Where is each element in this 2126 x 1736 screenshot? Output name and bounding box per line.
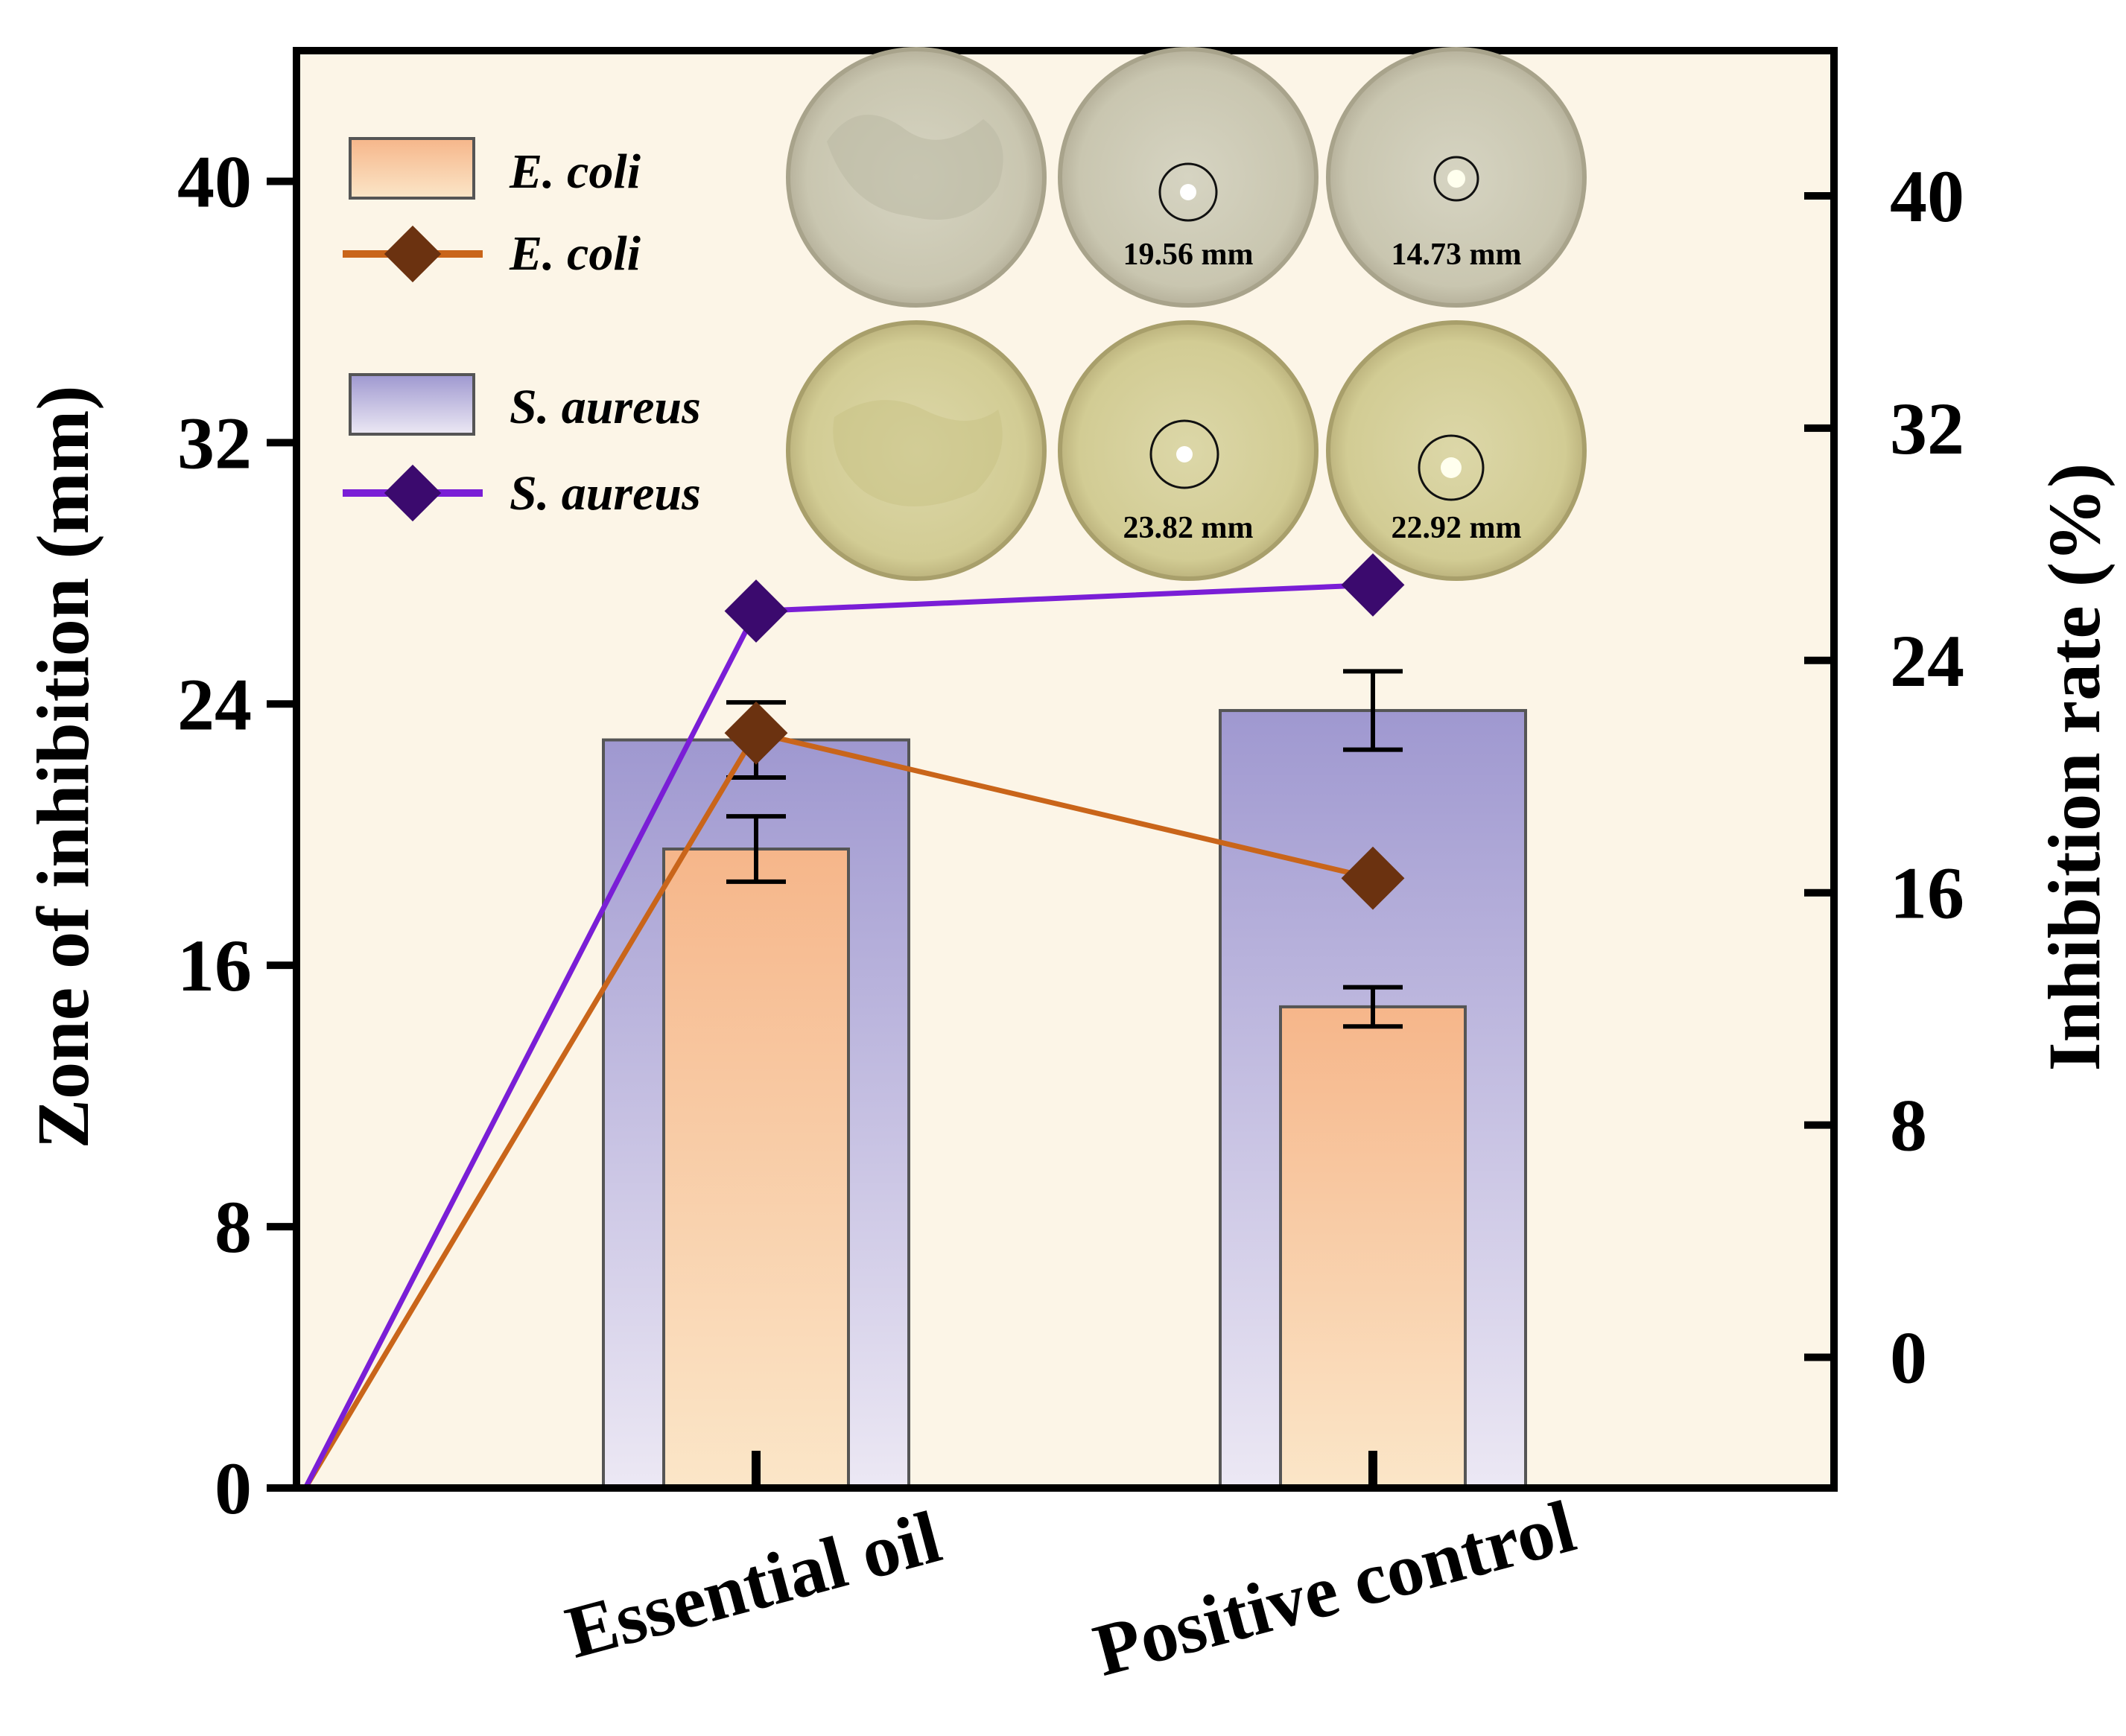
bar-ec_bar-1 bbox=[1279, 1005, 1467, 1490]
plot-frame bbox=[293, 47, 1838, 1492]
left-tick-label-0: 0 bbox=[215, 1447, 252, 1530]
left-axis-ticks: 0 8 16 24 32 40 bbox=[177, 140, 296, 1530]
inset-plates: 19.56 mm 14.73 mm 23.82 mm 22.92 mm bbox=[786, 47, 1587, 581]
legend-label-saureus-bar: S. aureus bbox=[510, 380, 701, 434]
lines-layer bbox=[302, 553, 1405, 1489]
right-tick-label-8: 8 bbox=[1890, 1084, 1927, 1167]
plate-label-saureus-pc: 22.92 mm bbox=[1392, 511, 1522, 545]
legend-swatch-ecoli-bar bbox=[349, 137, 475, 200]
right-axis-title: Inhibition rate (%) bbox=[2033, 463, 2116, 1072]
x-axis-ticks bbox=[752, 1451, 1377, 1488]
legend-marker-ecoli bbox=[384, 225, 442, 283]
right-tick-label-40: 40 bbox=[1890, 155, 1964, 238]
left-tick-label-24: 24 bbox=[177, 663, 252, 745]
plate-label-ecoli-eo: 19.56 mm bbox=[1123, 238, 1254, 272]
left-axis-title: Zone of inhibition (mm) bbox=[22, 385, 104, 1148]
legend: E. coli E. coli S. aureus S. aureus bbox=[343, 137, 701, 522]
plate-saureus-positive-control: 22.92 mm bbox=[1326, 320, 1587, 581]
legend-label-saureus-line: S. aureus bbox=[510, 466, 701, 521]
left-tick-label-32: 32 bbox=[177, 401, 252, 484]
right-tick-label-0: 0 bbox=[1890, 1317, 1927, 1399]
category-label-positive-control: Positive control bbox=[1085, 1484, 1583, 1692]
left-tick-label-40: 40 bbox=[177, 140, 252, 223]
plate-ecoli-essential-oil: 19.56 mm bbox=[1058, 47, 1319, 308]
left-tick-label-16: 16 bbox=[177, 924, 252, 1007]
plate-saureus-essential-oil: 23.82 mm bbox=[1058, 320, 1319, 581]
plate-label-ecoli-pc: 14.73 mm bbox=[1392, 238, 1522, 272]
right-tick-label-24: 24 bbox=[1890, 620, 1964, 702]
right-tick-label-16: 16 bbox=[1890, 852, 1964, 935]
legend-swatch-saureus-bar bbox=[349, 373, 475, 436]
legend-label-ecoli-line: E. coli bbox=[509, 226, 641, 281]
plate-label-saureus-eo: 23.82 mm bbox=[1123, 511, 1254, 545]
left-tick-label-8: 8 bbox=[215, 1186, 252, 1268]
right-axis-ticks: 0 8 16 24 32 40 bbox=[1804, 155, 1964, 1399]
bar-ec_bar-0 bbox=[662, 848, 850, 1489]
bars-layer bbox=[602, 709, 1527, 1490]
plate-ecoli-positive-control: 14.73 mm bbox=[1326, 47, 1587, 308]
legend-marker-saureus bbox=[384, 464, 442, 522]
plot-background bbox=[296, 51, 1834, 1488]
plate-saureus-blank bbox=[786, 320, 1047, 581]
legend-label-ecoli-bar: E. coli bbox=[509, 144, 641, 199]
right-tick-label-32: 32 bbox=[1890, 387, 1964, 470]
category-label-essential-oil: Essential oil bbox=[558, 1495, 949, 1674]
plate-ecoli-blank bbox=[786, 47, 1047, 308]
